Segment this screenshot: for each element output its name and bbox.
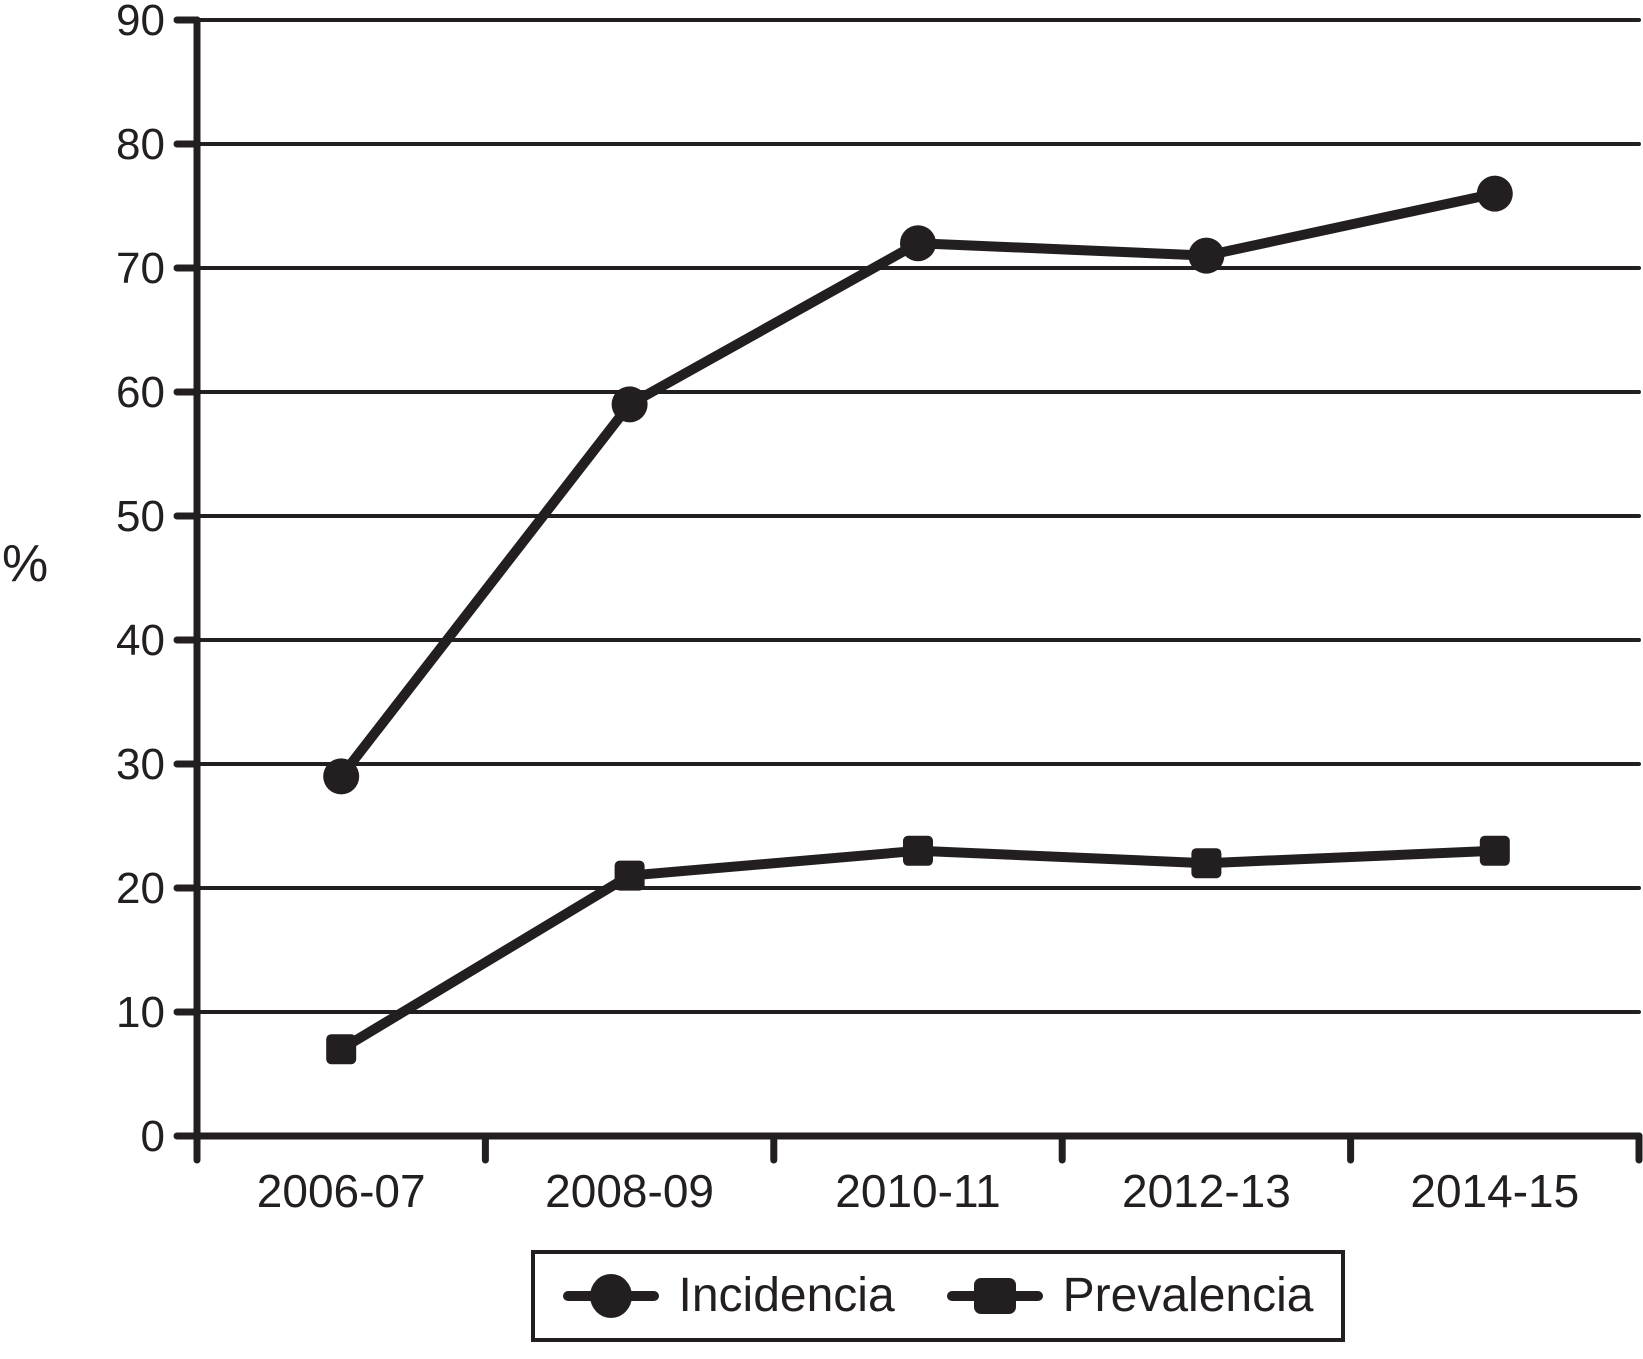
y-tick-label: 70 <box>116 244 165 293</box>
data-point-prevalencia <box>326 1034 357 1065</box>
y-tick-label: 50 <box>116 492 165 541</box>
y-tick-label: 40 <box>116 616 165 665</box>
data-point-prevalencia <box>1191 848 1222 879</box>
data-point-incidencia <box>323 758 360 795</box>
legend-label-prevalencia: Prevalencia <box>1062 1269 1314 1322</box>
legend: Incidencia Prevalencia <box>531 1250 1345 1342</box>
x-tick-label: 2012-13 <box>1122 1165 1291 1217</box>
series-line-incidencia <box>336 188 1500 782</box>
prevalencia-square-marker-icon <box>946 1272 1043 1320</box>
x-tick-label: 2006-07 <box>257 1165 426 1217</box>
x-tick-label: 2014-15 <box>1410 1165 1579 1217</box>
y-tick-label: 10 <box>116 988 165 1037</box>
data-point-prevalencia <box>1479 835 1510 866</box>
legend-label-incidencia: Incidencia <box>678 1269 895 1322</box>
y-axis-title: % <box>2 535 49 593</box>
x-tick-label: 2010-11 <box>835 1165 1000 1217</box>
data-point-incidencia <box>900 225 936 262</box>
y-tick-label: 0 <box>141 1112 165 1161</box>
y-tick-label: 30 <box>116 740 165 789</box>
data-point-prevalencia <box>614 860 645 891</box>
incidencia-circle-marker-icon <box>562 1272 659 1320</box>
x-tick-label: 2008-09 <box>545 1165 714 1217</box>
legend-item-incidencia: Incidencia <box>562 1269 895 1322</box>
data-point-incidencia <box>1476 175 1513 212</box>
series-line-prevalencia <box>336 845 1500 1055</box>
y-tick-label: 80 <box>116 120 165 169</box>
legend-item-prevalencia: Prevalencia <box>946 1269 1314 1322</box>
data-point-prevalencia <box>903 835 933 866</box>
y-tick-label: 60 <box>116 368 165 417</box>
y-tick-label: 90 <box>116 0 165 45</box>
data-point-incidencia <box>611 386 648 423</box>
y-tick-label: 20 <box>116 864 165 913</box>
data-point-incidencia <box>1188 237 1225 274</box>
